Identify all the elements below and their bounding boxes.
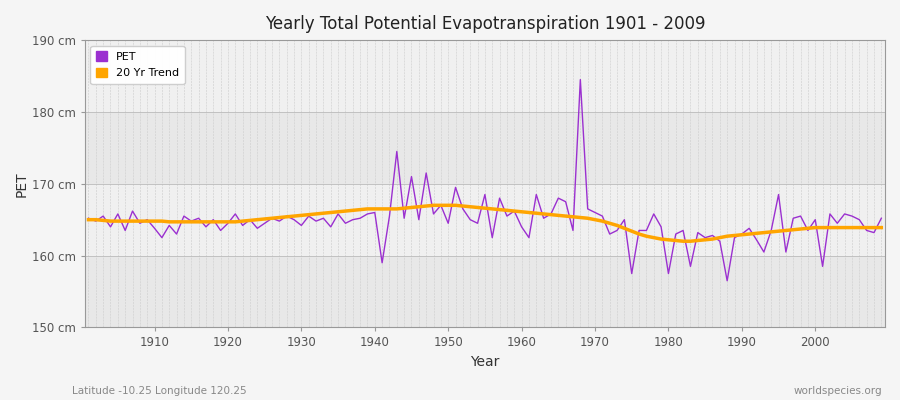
PET	[83, 216, 94, 221]
20 Yr Trend	[428, 203, 439, 208]
PET	[575, 77, 586, 82]
PET	[722, 278, 733, 283]
20 Yr Trend	[876, 225, 886, 230]
Bar	[85, 184, 885, 256]
20 Yr Trend	[678, 239, 688, 244]
Title: Yearly Total Potential Evapotranspiration 1901 - 2009: Yearly Total Potential Evapotranspiratio…	[265, 15, 706, 33]
Text: Latitude -10.25 Longitude 120.25: Latitude -10.25 Longitude 120.25	[72, 386, 247, 396]
PET	[303, 214, 314, 218]
PET	[612, 228, 623, 233]
20 Yr Trend	[303, 212, 314, 217]
Bar	[85, 112, 885, 184]
Y-axis label: PET: PET	[15, 171, 29, 196]
Bar	[85, 40, 885, 112]
Line: PET: PET	[88, 80, 881, 281]
20 Yr Trend	[347, 208, 358, 213]
20 Yr Trend	[142, 219, 153, 224]
Legend: PET, 20 Yr Trend: PET, 20 Yr Trend	[90, 46, 184, 84]
Text: worldspecies.org: worldspecies.org	[794, 386, 882, 396]
PET	[876, 216, 886, 221]
Bar	[85, 256, 885, 328]
20 Yr Trend	[612, 223, 623, 228]
X-axis label: Year: Year	[470, 355, 500, 369]
20 Yr Trend	[517, 209, 527, 214]
20 Yr Trend	[83, 217, 94, 222]
Line: 20 Yr Trend: 20 Yr Trend	[88, 205, 881, 241]
20 Yr Trend	[524, 210, 535, 215]
PET	[508, 209, 519, 214]
PET	[347, 217, 358, 222]
PET	[142, 217, 153, 222]
PET	[517, 224, 527, 229]
